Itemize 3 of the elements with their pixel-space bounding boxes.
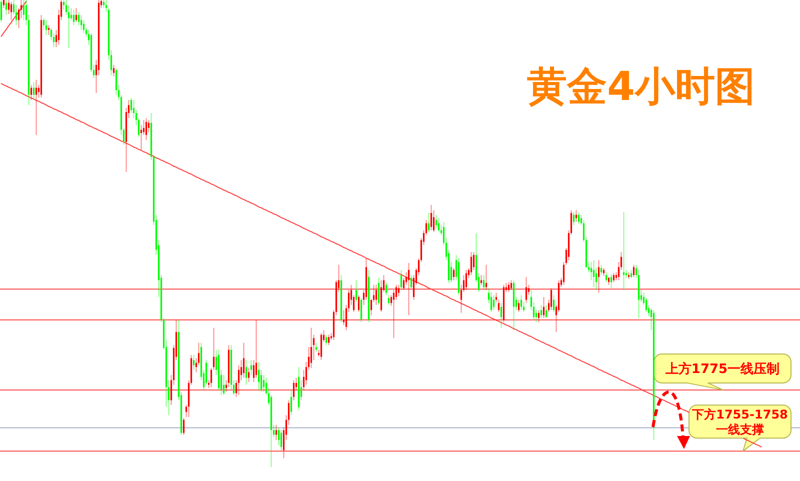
annotation: 下方1755-1758 一线支撑 <box>691 407 788 436</box>
annotation: 上方1775一线压制 <box>664 361 780 378</box>
text: 黄金4小时图 <box>527 64 755 110</box>
